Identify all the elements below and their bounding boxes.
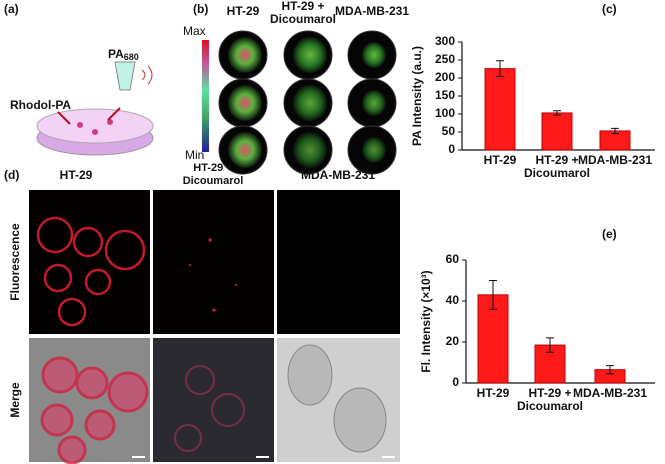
y-tick-label: 300	[435, 34, 455, 48]
colorbar-min: Min	[185, 148, 204, 162]
y-tick-label: 40	[446, 293, 460, 307]
panel-label: (b)	[193, 2, 208, 16]
pa-signal	[362, 90, 386, 116]
error-bar	[611, 127, 619, 134]
microscopy-images	[29, 190, 400, 464]
error-bar	[496, 60, 504, 78]
pa-signal	[228, 37, 262, 73]
pa-images	[218, 30, 397, 175]
y-tick-label: 100	[435, 106, 455, 120]
bar	[541, 112, 573, 151]
column-header: MDA-MB-231	[335, 4, 409, 18]
y-axis-label: Fl. Intensity (×10³)	[419, 270, 433, 372]
probe-label: Rhodol-PA	[10, 98, 71, 112]
pa-signal	[293, 132, 327, 168]
y-tick-label: 250	[435, 52, 455, 66]
error-bar	[606, 365, 614, 375]
column-header-box: HT-29 + Dicoumarol	[269, 0, 336, 26]
panel-label: (c)	[602, 2, 617, 16]
pa-signal	[362, 42, 386, 68]
pa-signal	[293, 37, 327, 73]
x-tick-label: HT-29	[483, 154, 517, 167]
y-axis-label: PA Intensity (a.u.)	[410, 46, 424, 146]
x-tick-label-box: MDA-MB-231	[572, 387, 647, 400]
x-tick-label: HT-29 + Dicoumarol	[516, 387, 583, 413]
x-tick-label: HT-29 + Dicoumarol	[523, 154, 590, 180]
signal-sub: 680	[124, 52, 139, 62]
pa-signal	[228, 85, 262, 121]
colorbar	[202, 40, 209, 152]
error-bar	[553, 110, 561, 116]
x-tick-label-box: HT-29	[483, 154, 517, 167]
column-header: HT-29 + Dicoumarol	[269, 0, 336, 26]
x-tick-label-box: HT-29 + Dicoumarol	[523, 154, 590, 180]
column-header: MDA-MB-231	[301, 168, 375, 182]
pa-signal	[228, 132, 262, 168]
x-tick-label: MDA-MB-231	[577, 154, 652, 167]
signal-label: PA680	[108, 47, 139, 62]
y-tick-label: 50	[442, 124, 456, 138]
y-tick-label: 200	[435, 70, 455, 84]
panel-label: (e)	[602, 227, 617, 241]
y-tick-label: 150	[435, 88, 455, 102]
x-tick-label-box: MDA-MB-231	[577, 154, 652, 167]
pa-signal	[362, 137, 386, 163]
column-header: HT-29	[60, 168, 93, 182]
y-tick-label: 0	[448, 142, 455, 156]
error-bar	[546, 337, 554, 353]
pa-signal	[293, 85, 327, 121]
column-header-box: HT-29 + Dicoumarol	[182, 162, 244, 187]
panel-label: (d)	[4, 168, 19, 182]
y-tick-label: 20	[446, 334, 460, 348]
column-header: HT-29 + Dicoumarol	[182, 162, 244, 187]
y-tick-label: 60	[446, 252, 460, 266]
signal-main: PA	[108, 47, 124, 61]
row-label: Fluorescence	[8, 223, 22, 301]
column-header: HT-29	[227, 4, 260, 18]
colorbar-max: Max	[183, 24, 206, 38]
x-tick-label: HT-29	[476, 387, 510, 400]
dish-illustration	[36, 61, 154, 156]
panel-label: (a)	[4, 2, 19, 16]
row-label: Merge	[8, 382, 22, 418]
error-bar	[489, 280, 497, 310]
x-tick-label: MDA-MB-231	[572, 387, 647, 400]
y-tick-label: 0	[452, 375, 459, 389]
x-tick-label-box: HT-29 + Dicoumarol	[516, 387, 583, 413]
x-tick-label-box: HT-29	[476, 387, 510, 400]
bar	[484, 68, 516, 151]
